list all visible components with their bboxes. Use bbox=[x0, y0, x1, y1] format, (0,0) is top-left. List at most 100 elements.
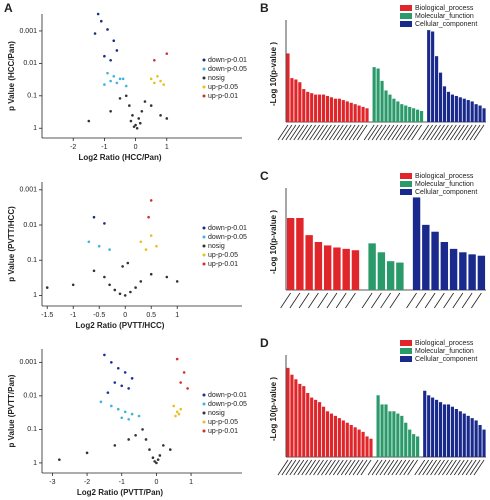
category-label-stub bbox=[379, 124, 391, 141]
legend-swatch bbox=[202, 58, 206, 62]
point bbox=[156, 74, 159, 78]
legend-swatch bbox=[400, 173, 412, 179]
category-label-stub bbox=[438, 124, 449, 141]
category-label-stub bbox=[367, 124, 379, 141]
bar bbox=[349, 425, 353, 457]
point bbox=[149, 272, 153, 276]
point bbox=[148, 448, 151, 451]
category-label-stub bbox=[415, 292, 427, 309]
category-label-stub bbox=[336, 459, 348, 476]
bar bbox=[290, 78, 294, 122]
x-tick-label: 1 bbox=[165, 144, 169, 151]
bar bbox=[323, 245, 332, 290]
category-label-stub bbox=[418, 459, 430, 476]
point bbox=[129, 119, 133, 123]
point bbox=[174, 414, 177, 418]
y-tick-label: 0.01 bbox=[23, 393, 37, 400]
bar bbox=[286, 367, 290, 457]
point bbox=[177, 412, 181, 416]
bar bbox=[449, 248, 458, 290]
category-label-stub bbox=[383, 459, 395, 476]
category-label-stub bbox=[387, 124, 399, 141]
category-label-stub bbox=[297, 124, 309, 141]
category-label-stub bbox=[348, 124, 360, 141]
legend-label: down-p-0.01 bbox=[208, 392, 247, 399]
point bbox=[165, 117, 169, 120]
bar bbox=[400, 415, 404, 457]
x-tick-label: -1.5 bbox=[41, 312, 53, 319]
bar bbox=[380, 404, 384, 457]
point bbox=[165, 275, 169, 279]
category-label-stub bbox=[426, 124, 437, 141]
bar bbox=[392, 98, 396, 122]
point bbox=[140, 109, 144, 113]
panel-label: C bbox=[260, 169, 269, 183]
point bbox=[103, 83, 106, 86]
point bbox=[153, 58, 156, 62]
point bbox=[120, 384, 124, 388]
point bbox=[129, 290, 132, 294]
bar bbox=[310, 397, 314, 457]
bar bbox=[431, 397, 435, 457]
category-label-stub bbox=[407, 459, 418, 476]
category-label-stub bbox=[387, 459, 399, 476]
legend-swatch bbox=[202, 76, 206, 80]
bar bbox=[454, 409, 458, 457]
point bbox=[175, 280, 179, 283]
point bbox=[162, 83, 165, 86]
point bbox=[92, 269, 96, 273]
category-label-stub bbox=[356, 459, 368, 476]
y-axis-title: p Value (HCC/Pan) bbox=[7, 41, 16, 111]
category-label-stub bbox=[309, 459, 320, 476]
point bbox=[155, 461, 158, 465]
category-label-stub bbox=[277, 459, 289, 476]
category-label-stub bbox=[395, 124, 407, 141]
point bbox=[103, 222, 106, 225]
legend-label: up-p-0.01 bbox=[208, 261, 238, 268]
bar bbox=[386, 261, 395, 290]
y-tick-label: 0.001 bbox=[19, 187, 37, 194]
point bbox=[113, 288, 117, 292]
point bbox=[139, 280, 143, 283]
category-label-stub bbox=[434, 292, 445, 309]
bar bbox=[462, 98, 466, 122]
point bbox=[97, 244, 101, 248]
bar bbox=[450, 94, 454, 122]
point bbox=[182, 371, 186, 374]
point bbox=[106, 28, 109, 31]
panel-label: B bbox=[260, 1, 269, 15]
point bbox=[96, 12, 100, 16]
category-label-stub bbox=[403, 124, 415, 141]
point bbox=[128, 104, 131, 107]
category-label-stub bbox=[356, 124, 368, 141]
category-label-stub bbox=[418, 124, 430, 141]
bar bbox=[306, 91, 310, 122]
legend-label: nosig bbox=[208, 410, 225, 417]
bar bbox=[450, 406, 454, 457]
bar bbox=[325, 411, 330, 457]
x-tick-label: -2 bbox=[70, 144, 76, 151]
category-label-stub bbox=[461, 459, 473, 476]
category-label-stub bbox=[406, 292, 417, 309]
point bbox=[118, 292, 122, 296]
bar bbox=[314, 242, 323, 290]
category-label-stub bbox=[301, 124, 313, 141]
bar bbox=[294, 379, 298, 457]
legend-swatch bbox=[400, 348, 412, 354]
category-label-stub bbox=[380, 292, 391, 309]
category-label-stub bbox=[360, 459, 372, 476]
point bbox=[132, 125, 136, 129]
bar bbox=[396, 101, 400, 122]
category-label-stub bbox=[465, 124, 477, 141]
point bbox=[126, 261, 130, 265]
y-axis-title: -Log 10(p-value ) bbox=[269, 210, 278, 274]
category-label-stub bbox=[407, 124, 418, 141]
bar bbox=[314, 399, 318, 457]
point bbox=[139, 240, 143, 244]
bar bbox=[458, 411, 462, 457]
x-tick-label: -3 bbox=[49, 479, 55, 486]
legend-label: Molecular_function bbox=[415, 181, 474, 188]
point bbox=[144, 438, 148, 441]
point bbox=[149, 199, 153, 202]
legend-label: Biological_process bbox=[415, 340, 474, 347]
